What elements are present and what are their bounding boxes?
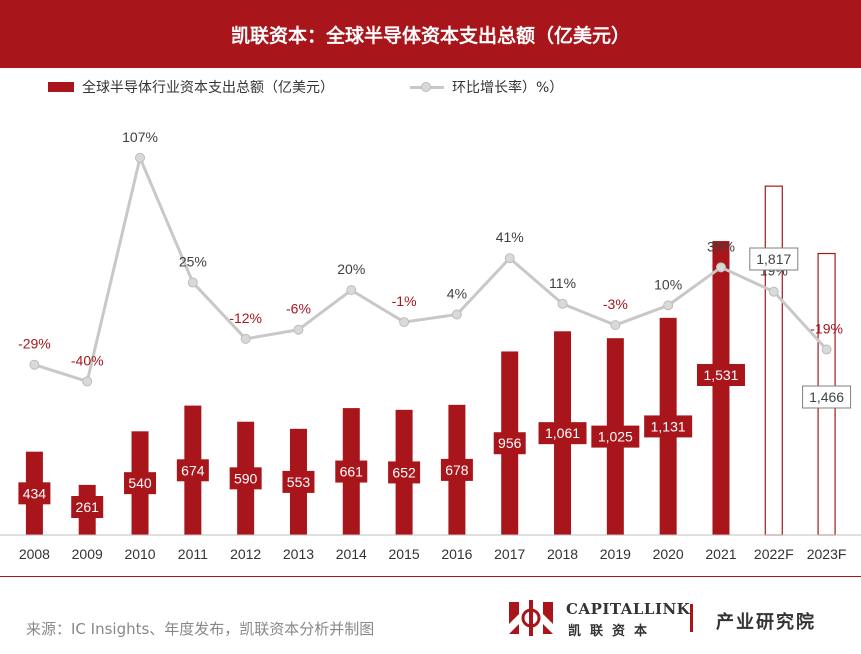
growth-rate-label: -6% <box>286 301 311 317</box>
growth-rate-point <box>187 277 198 288</box>
logo-separator <box>690 604 693 632</box>
growth-rate-label: 4% <box>447 285 467 301</box>
institute-name: 产业研究院 <box>716 612 816 633</box>
growth-rate-point <box>82 376 93 387</box>
growth-rate-label: 11% <box>549 275 576 291</box>
legend-item-bar: 全球半导体行业资本支出总额（亿美元） <box>48 77 334 97</box>
bar-value-label-box <box>802 385 852 409</box>
growth-rate-label: 25% <box>179 254 207 270</box>
legend-line-label: 环比增长率）%） <box>452 80 564 96</box>
growth-rate-point <box>557 298 568 309</box>
x-tick-label: 2011 <box>178 546 208 562</box>
bar-value-label-box <box>388 461 421 484</box>
bar-value-label: 661 <box>340 464 364 480</box>
legend-item-line: 环比增长率）%） <box>410 77 563 97</box>
legend-bar-swatch <box>48 82 74 92</box>
bar-value-label-box <box>282 470 315 493</box>
growth-rate-point <box>504 253 515 264</box>
chart-title-banner: 凯联资本：全球半导体资本支出总额（亿美元） <box>0 0 861 68</box>
growth-rate-point <box>451 309 462 320</box>
bar-value-label: 553 <box>287 474 311 490</box>
bar-value-label-box <box>18 482 51 505</box>
growth-rate-label: 41% <box>496 229 524 245</box>
bar-value-label-box <box>591 425 640 448</box>
bar-value-label-box <box>71 496 104 518</box>
bar-value-label: 1,817 <box>756 251 791 267</box>
bar-line-chart: 2008 2009 2010 2011 2012 2013 2014 2015 2016 2017… <box>0 129 861 562</box>
growth-rate-line <box>33 152 828 384</box>
growth-rate-point <box>346 285 357 296</box>
bar-value-label: 1,025 <box>598 429 633 445</box>
bar-value-label-box <box>176 459 209 482</box>
x-tick-label: 2022F <box>754 546 794 562</box>
x-tick-label: 2008 <box>19 546 50 562</box>
logo-text-en: CAPITALLINK <box>566 600 691 618</box>
bar-value-label: 1,531 <box>703 367 738 383</box>
x-tick-label: 2017 <box>494 546 525 562</box>
growth-rate-label: 20% <box>337 261 365 277</box>
growth-rate-label: -40% <box>71 352 104 368</box>
x-tick-label: 2009 <box>72 546 103 562</box>
bar-value-label-box <box>335 460 368 483</box>
bar-value-label: 434 <box>23 485 47 501</box>
legend: 全球半导体行业资本支出总额（亿美元） 环比增长率）%） <box>0 74 861 100</box>
bar-value-label-box <box>124 472 157 495</box>
bar-value-label: 956 <box>498 435 522 451</box>
bar-value-label: 590 <box>234 470 258 486</box>
bar-forecast <box>764 185 783 536</box>
x-tick-label: 2010 <box>124 546 155 562</box>
footer-divider <box>0 576 861 577</box>
growth-rate-point <box>821 344 832 355</box>
bar-value-label-box <box>493 432 526 455</box>
bar-value-label: 1,131 <box>651 418 686 434</box>
growth-rate-point <box>715 262 726 273</box>
growth-rate-label: 35% <box>707 238 735 254</box>
x-tick-label: 2018 <box>547 546 578 562</box>
growth-rate-label: -3% <box>603 296 628 312</box>
x-tick-label: 2019 <box>600 546 631 562</box>
x-tick-label: 2021 <box>705 546 736 562</box>
legend-bar-label: 全球半导体行业资本支出总额（亿美元） <box>82 80 334 96</box>
bar-value-label: 652 <box>392 464 416 480</box>
growth-rate-point <box>240 333 251 344</box>
growth-rate-point <box>29 359 40 370</box>
x-tick-label: 2015 <box>389 546 420 562</box>
bar-value-label-box <box>749 247 799 271</box>
growth-rate-point <box>399 317 410 328</box>
bar-value-label: 1,466 <box>809 389 844 405</box>
growth-rate-label: 10% <box>654 276 682 292</box>
x-tick-label: 2016 <box>441 546 472 562</box>
growth-rate-label: -12% <box>229 310 262 326</box>
x-tick-label: 2023F <box>807 546 847 562</box>
bar-value-label: 678 <box>445 462 469 478</box>
logo-text-cn: 凯联资本 <box>568 624 657 639</box>
legend-line-swatch <box>410 81 444 93</box>
x-tick-label: 2014 <box>336 546 367 562</box>
x-tick-label: 2012 <box>230 546 261 562</box>
bar-value-label: 261 <box>76 499 100 515</box>
growth-rate-point <box>293 324 304 335</box>
growth-rate-point <box>135 152 146 163</box>
growth-rate-label: -1% <box>392 293 417 309</box>
growth-rate-point <box>768 286 779 297</box>
bar-value-label: 674 <box>181 462 205 478</box>
chart-title: 凯联资本：全球半导体资本支出总额（亿美元） <box>230 24 630 47</box>
growth-rate-point <box>610 320 621 331</box>
bar-value-label-box <box>538 422 587 445</box>
bar-value-label-box <box>229 467 262 490</box>
growth-rate-label: -19% <box>810 320 843 336</box>
bar-value-label-box <box>440 458 473 481</box>
x-tick-label: 2020 <box>653 546 684 562</box>
growth-rate-label: 107% <box>122 129 158 145</box>
bar-value-label: 540 <box>128 475 152 491</box>
x-tick-label: 2013 <box>283 546 314 562</box>
bar-value-label-box <box>644 415 693 438</box>
bar-value-label-box <box>696 364 745 386</box>
growth-rate-label: -29% <box>18 336 51 352</box>
bar-value-label: 1,061 <box>545 425 580 441</box>
bar <box>712 241 730 535</box>
growth-rate-point <box>663 300 674 311</box>
capitallink-logo-icon <box>509 600 553 636</box>
source-note: 来源：IC Insights、年度发布，凯联资本分析并制图 <box>26 620 375 638</box>
